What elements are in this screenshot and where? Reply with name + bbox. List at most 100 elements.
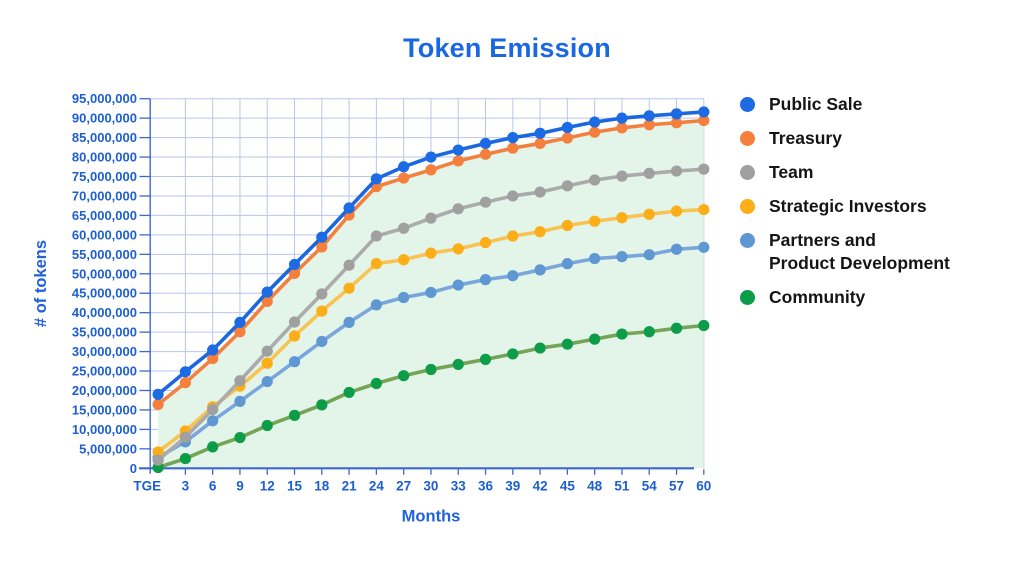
series-marker-team <box>589 174 601 186</box>
series-marker-community <box>288 409 301 421</box>
y-tick-label: 15,000,000 <box>72 402 137 417</box>
series-marker-strategic-investors <box>534 226 546 238</box>
series-marker-treasury <box>589 126 601 138</box>
x-tick-label: 60 <box>696 479 711 494</box>
legend: Public Sale Treasury Team Strategic Investo… <box>740 93 950 320</box>
legend-item-community: Community <box>740 286 950 309</box>
series-marker-team <box>534 186 546 198</box>
series-marker-team <box>643 167 655 179</box>
series-marker-team <box>398 222 410 234</box>
x-tick-label: 54 <box>642 479 658 494</box>
series-marker-public-sale <box>616 112 628 124</box>
series-marker-community <box>343 386 355 399</box>
series-marker-public-sale <box>643 110 655 122</box>
series-marker-partners-and-product-development <box>207 415 219 427</box>
x-tick-label: 45 <box>560 479 576 494</box>
series-marker-strategic-investors <box>479 237 492 249</box>
x-tick-label: 57 <box>669 479 684 494</box>
y-tick-label: 60,000,000 <box>72 227 137 242</box>
series-marker-treasury <box>698 114 710 127</box>
y-tick-label: 10,000,000 <box>72 422 137 437</box>
series-marker-treasury <box>616 122 628 134</box>
series-marker-team <box>261 345 273 357</box>
y-tick-label: 0 <box>130 461 137 476</box>
series-marker-treasury <box>534 137 546 150</box>
series-marker-community <box>698 319 710 332</box>
legend-marker-team <box>740 165 755 180</box>
series-marker-team <box>479 196 492 208</box>
y-tick-label: 65,000,000 <box>72 208 137 223</box>
series-marker-strategic-investors <box>425 247 437 259</box>
x-tick-label: 39 <box>505 479 520 494</box>
series-marker-community <box>534 342 546 354</box>
series-marker-public-sale <box>561 121 573 134</box>
series-marker-team <box>561 180 573 192</box>
y-tick-label: 90,000,000 <box>72 111 137 126</box>
y-tick-label: 25,000,000 <box>72 364 137 379</box>
series-marker-strategic-investors <box>288 330 301 342</box>
series-marker-community <box>589 333 601 345</box>
series-marker-community <box>616 328 628 340</box>
series-marker-strategic-investors <box>152 446 164 458</box>
series-marker-community <box>425 363 437 376</box>
series-marker-partners-and-product-development <box>479 274 492 286</box>
series-marker-strategic-investors <box>698 203 710 216</box>
series-marker-strategic-investors <box>316 305 328 317</box>
x-tick-label: 36 <box>478 479 494 494</box>
series-marker-partners-and-product-development <box>370 299 382 311</box>
legend-label-team: Team <box>769 162 814 182</box>
series-marker-treasury <box>507 142 519 154</box>
series-marker-community <box>479 353 492 365</box>
y-tick-label: 30,000,000 <box>72 344 137 359</box>
x-tick-label: 21 <box>342 479 358 494</box>
legend-item-partners-and-product-development: Partners and Product Development <box>740 229 950 275</box>
y-tick-label: 35,000,000 <box>72 325 137 340</box>
series-marker-strategic-investors <box>561 219 573 232</box>
series-marker-strategic-investors <box>589 215 601 227</box>
series-marker-public-sale <box>425 151 437 163</box>
legend-label-public-sale: Public Sale <box>769 94 863 114</box>
y-tick-label: 45,000,000 <box>72 286 137 301</box>
series-marker-team <box>425 212 437 224</box>
y-tick-label: 80,000,000 <box>72 150 137 165</box>
series-marker-public-sale <box>589 116 601 128</box>
series-marker-strategic-investors <box>452 243 464 255</box>
series-marker-public-sale <box>370 173 382 185</box>
series-marker-community <box>207 441 219 453</box>
series-marker-community <box>179 452 191 465</box>
series-marker-community <box>561 338 573 350</box>
x-tick-label: 3 <box>182 479 190 494</box>
x-tick-label: 51 <box>614 479 630 494</box>
series-marker-public-sale <box>288 258 301 271</box>
series-marker-partners-and-product-development <box>288 356 301 368</box>
y-tick-label: 85,000,000 <box>72 130 137 145</box>
series-marker-community <box>261 419 273 432</box>
y-tick-label: 75,000,000 <box>72 169 137 184</box>
series-marker-treasury <box>288 267 301 279</box>
series-marker-public-sale <box>152 388 164 400</box>
series-marker-strategic-investors <box>370 258 382 270</box>
series-marker-strategic-investors <box>398 254 410 266</box>
series-marker-partners-and-product-development <box>589 253 601 265</box>
series-marker-partners-and-product-development <box>398 291 410 304</box>
series-marker-treasury <box>261 295 273 307</box>
x-tick-label: 15 <box>287 479 303 494</box>
legend-marker-treasury <box>740 131 755 146</box>
series-marker-team <box>234 375 246 387</box>
series-marker-public-sale <box>234 316 246 329</box>
series-marker-public-sale <box>479 137 492 150</box>
series-marker-public-sale <box>534 127 546 139</box>
legend-label-community: Community <box>769 287 866 307</box>
x-tick-label: 27 <box>396 479 411 494</box>
series-marker-public-sale <box>398 161 410 173</box>
series-marker-team <box>452 203 464 215</box>
series-marker-treasury <box>643 119 655 131</box>
legend-item-public-sale: Public Sale <box>740 93 950 116</box>
series-marker-team <box>288 316 301 328</box>
series-marker-team <box>507 190 519 202</box>
series-marker-strategic-investors <box>670 205 683 217</box>
y-tick-label: 70,000,000 <box>72 188 137 203</box>
legend-item-treasury: Treasury <box>740 127 950 150</box>
x-tick-label: 12 <box>260 479 275 494</box>
x-tick-label: 24 <box>369 479 385 494</box>
